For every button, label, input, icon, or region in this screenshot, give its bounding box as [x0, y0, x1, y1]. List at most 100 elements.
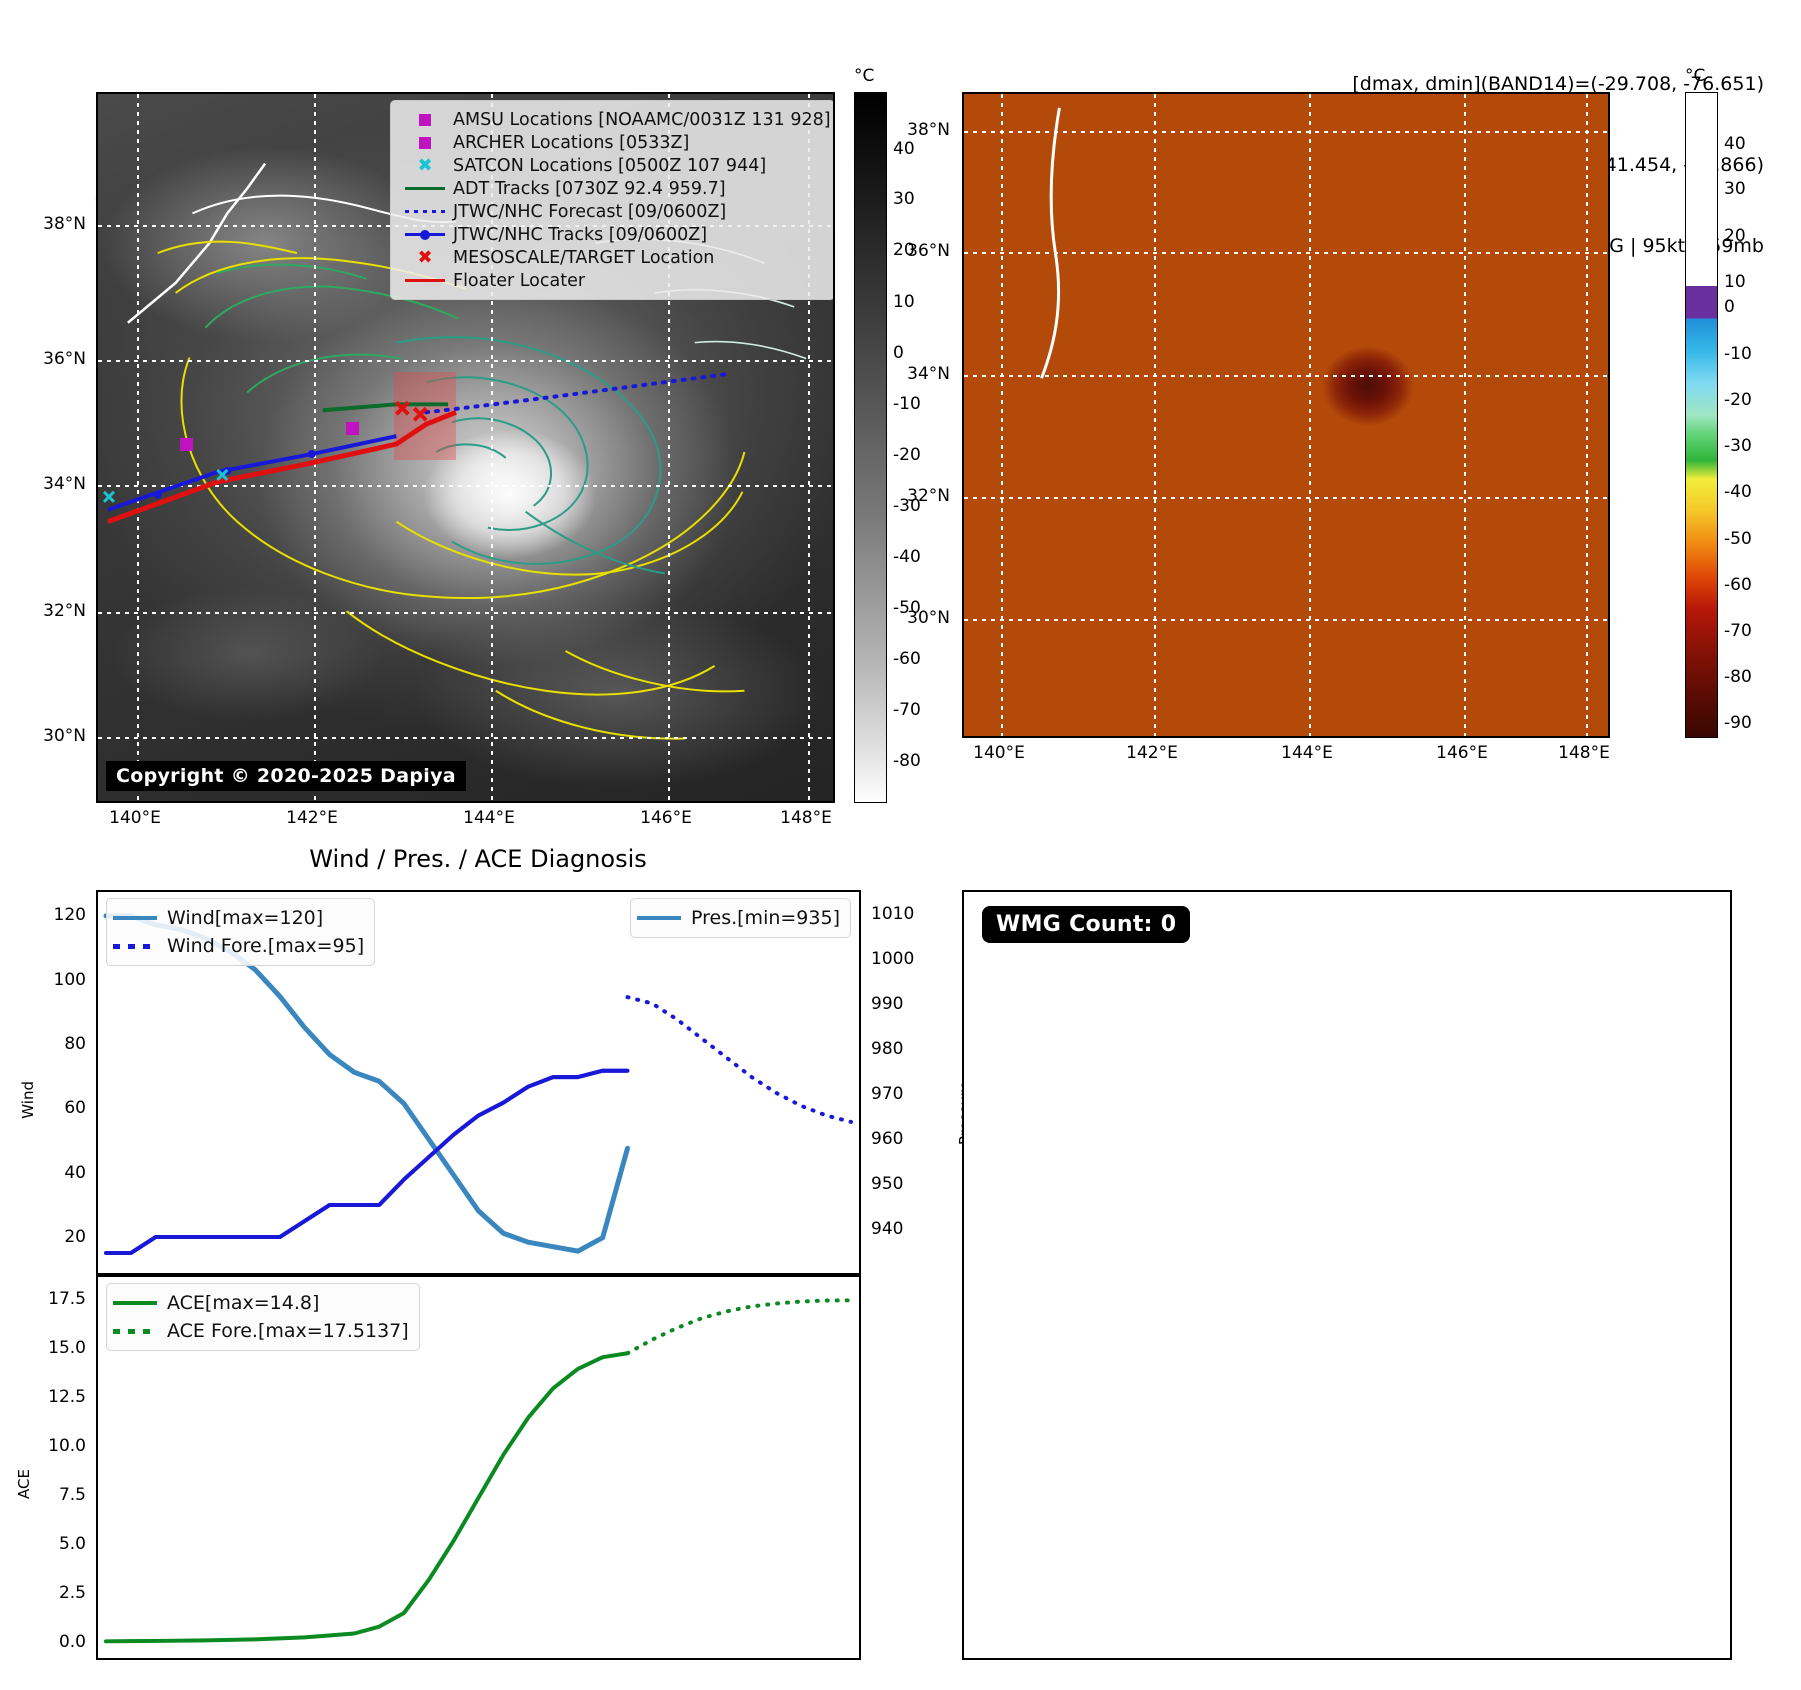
ir-cb-tick: -30 — [893, 496, 921, 516]
graticule-lat-36 — [964, 252, 1608, 254]
archer-marker-1 — [346, 422, 359, 435]
cir-cb-tick: -30 — [1724, 436, 1752, 456]
adt-line-icon — [397, 187, 453, 190]
legend-label: ADT Tracks [0730Z 92.4 959.7] — [453, 178, 726, 199]
cir-cb-tick: -60 — [1724, 575, 1752, 595]
ace-chart[interactable]: ACE[max=14.8] ACE Fore.[max=17.5137] — [96, 1275, 861, 1660]
legend-label: Wind[max=120] — [167, 907, 324, 929]
satcon-x-icon: ✖ — [417, 154, 433, 176]
ir-ytick: 30°N — [43, 726, 86, 746]
pressure-chart-legend: Pres.[min=935] — [630, 898, 851, 938]
legend-label: AMSU Locations [NOAAMC/0031Z 131 928] — [453, 109, 831, 130]
cir-cb-tick: 30 — [1724, 179, 1746, 199]
ace-ytick: 17.5 — [48, 1288, 86, 1309]
color-ir-panel[interactable] — [962, 92, 1610, 738]
ir-yticks: 38°N 36°N 34°N 32°N 30°N — [16, 92, 92, 803]
graticule-lat-30 — [98, 737, 833, 739]
series-wind-actual — [105, 1068, 628, 1256]
cir-cb-tick: 20 — [1724, 226, 1746, 246]
legend-item-pressure: Pres.[min=935] — [637, 904, 840, 932]
wind-chart-legend: Wind[max=120] Wind Fore.[max=95] — [106, 898, 376, 966]
legend-item-floater: Floater Locater — [397, 269, 826, 292]
graticule-lat-34 — [964, 375, 1608, 377]
ir-cb-tick: 40 — [893, 139, 915, 159]
legend-label: MESOSCALE/TARGET Location — [453, 247, 715, 268]
ir-cb-tick: -50 — [893, 598, 921, 618]
legend-label: ARCHER Locations [0533Z] — [453, 132, 690, 153]
legend-label: ACE Fore.[max=17.5137] — [167, 1320, 409, 1342]
mesoscale-x-icon: ✖ — [417, 246, 433, 268]
ir-cb-tick: -20 — [893, 445, 921, 465]
graticule-lon-148 — [808, 94, 810, 801]
cir-xticks: 140°E 142°E 144°E 146°E 148°E — [962, 743, 1610, 771]
ir-ytick: 34°N — [43, 474, 86, 494]
ir-xtick: 144°E — [463, 808, 515, 828]
legend-item-jtwc-forecast: JTWC/NHC Forecast [09/0600Z] — [397, 200, 826, 223]
cir-cb-tick: 0 — [1724, 297, 1735, 317]
cir-coastline — [1040, 107, 1061, 379]
graticule-lon-144 — [491, 94, 493, 801]
cir-ytick: 36°N — [907, 241, 950, 261]
pressure-ytick: 980 — [871, 1038, 904, 1059]
ace-plot — [103, 1298, 854, 1644]
legend-item-jtwc-tracks: JTWC/NHC Tracks [09/0600Z] — [397, 223, 826, 246]
amsu-square-icon — [397, 113, 453, 126]
legend-item-amsu: AMSU Locations [NOAAMC/0031Z 131 928] — [397, 108, 831, 131]
wind-chart-title: Wind / Pres. / ACE Diagnosis — [309, 845, 647, 873]
legend-label: JTWC/NHC Forecast [09/0600Z] — [453, 201, 727, 222]
cir-ytick: 34°N — [907, 364, 950, 384]
satcon-markers — [102, 468, 229, 503]
cir-cb-tick: -90 — [1724, 713, 1752, 733]
ir-colorbar-unit: °C — [854, 66, 875, 86]
ace-ytick: 7.5 — [58, 1484, 86, 1505]
wind-ytick: 80 — [64, 1033, 86, 1054]
cir-ytick: 30°N — [907, 608, 950, 628]
ir-xticks: 140°E 142°E 144°E 146°E 148°E — [96, 808, 835, 836]
graticule-lat-36 — [98, 360, 833, 362]
wind-ytick: 20 — [64, 1226, 86, 1247]
wind-pressure-chart[interactable]: Wind[max=120] Wind Fore.[max=95] Pres.[m… — [96, 890, 861, 1275]
graticule-lat-38 — [964, 131, 1608, 133]
graticule-lat-30 — [964, 619, 1608, 621]
ir-ytick: 38°N — [43, 214, 86, 234]
ace-chart-legend: ACE[max=14.8] ACE Fore.[max=17.5137] — [106, 1283, 420, 1351]
legend-item-ace-forecast: ACE Fore.[max=17.5137] — [113, 1317, 409, 1345]
pressure-ytick: 950 — [871, 1173, 904, 1194]
graticule-lat-32 — [964, 497, 1608, 499]
ir-cb-tick: 10 — [893, 292, 915, 312]
graticule-lat-32 — [98, 612, 833, 614]
ir-xtick: 148°E — [780, 808, 832, 828]
ir-cb-tick: 30 — [893, 189, 915, 209]
cir-colorbar: 40 30 20 10 0 -10 -20 -30 -40 -50 -60 -7… — [1685, 92, 1752, 738]
legend-label: JTWC/NHC Tracks [09/0600Z] — [453, 224, 708, 245]
series-windmax — [103, 1068, 630, 1256]
series-windforemax — [625, 995, 854, 1124]
ir-legend: AMSU Locations [NOAAMC/0031Z 131 928] AR… — [390, 100, 833, 300]
cir-ytick: 32°N — [907, 486, 950, 506]
cir-xtick: 140°E — [973, 743, 1025, 763]
pressure-ytick: 1010 — [871, 903, 915, 924]
wind-ytick: 40 — [64, 1162, 86, 1183]
track-overlays — [102, 372, 727, 525]
amsu-marker-1 — [180, 438, 193, 451]
wind-forecast-dotted-icon — [113, 943, 167, 949]
legend-item-wind: Wind[max=120] — [113, 904, 364, 932]
cir-cb-tick: 40 — [1724, 134, 1746, 154]
cir-cb-tick: -10 — [1724, 344, 1752, 364]
archer-square-icon — [397, 136, 453, 149]
wmg-panel[interactable]: WMG Count: 0 — [962, 890, 1732, 1660]
graticule-lon-140 — [1001, 94, 1003, 736]
series-presmin — [103, 913, 630, 1254]
ir-cb-tick: -10 — [893, 394, 921, 414]
ir-cb-tick: -70 — [893, 700, 921, 720]
jtwc-track-line-dot-icon — [397, 229, 453, 240]
cir-cb-tick: -40 — [1724, 482, 1752, 502]
wind-yticks: 20 40 60 80 100 120 — [20, 890, 92, 1275]
pressure-ytick: 960 — [871, 1128, 904, 1149]
jtwc-forecast-dotted-icon — [397, 210, 453, 213]
ir-grayscale-panel[interactable]: AMSU Locations [NOAAMC/0031Z 131 928] AR… — [96, 92, 835, 803]
jtwc-nhc-track — [107, 434, 397, 512]
graticule-lon-148 — [1586, 94, 1588, 736]
ir-xtick: 146°E — [640, 808, 692, 828]
cir-xtick: 142°E — [1126, 743, 1178, 763]
